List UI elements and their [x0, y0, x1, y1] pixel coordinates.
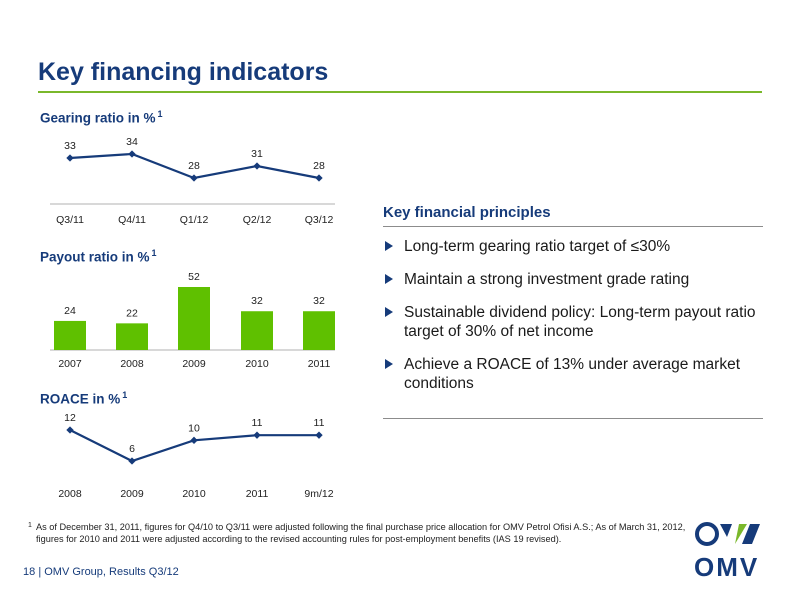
- roace-tick-label: 2010: [182, 488, 206, 500]
- roace-data-point: [66, 426, 74, 434]
- gearing-chart-title-text: Gearing ratio in %: [40, 110, 156, 126]
- payout-bar: [54, 320, 86, 350]
- gearing-tick-label: Q2/12: [243, 214, 272, 226]
- payout-chart-title-text: Payout ratio in %: [40, 249, 150, 265]
- gearing-tick-label: Q1/12: [180, 214, 209, 226]
- gearing-data-point: [66, 154, 74, 162]
- bullet-arrow-icon: [385, 274, 393, 284]
- roace-chart-title-text: ROACE in %: [40, 391, 121, 407]
- footnote-text: As of December 31, 2011, figures for Q4/…: [36, 522, 686, 544]
- payout-data-label: 52: [188, 271, 200, 283]
- principle-item: Sustainable dividend policy: Long-term p…: [383, 303, 763, 341]
- page-number: 18: [23, 566, 36, 578]
- principle-item: Maintain a strong investment grade ratin…: [383, 270, 763, 289]
- principle-text: Achieve a ROACE of 13% under average mar…: [404, 356, 741, 392]
- roace-tick-label: 2011: [246, 488, 269, 500]
- roace-tick-label: 9m/12: [304, 488, 333, 500]
- footnote: 1 As of December 31, 2011, figures for Q…: [28, 521, 686, 545]
- principle-text: Long-term gearing ratio target of ≤30%: [404, 238, 671, 255]
- gearing-data-point: [128, 150, 136, 158]
- gearing-footnote-marker: 1: [157, 109, 163, 119]
- roace-data-point: [315, 431, 323, 439]
- title-divider: [38, 91, 762, 93]
- logo-mark: [695, 522, 760, 546]
- payout-ratio-chart: 24 2007 22 2008 52 2009 32 2010 32 2011: [50, 271, 335, 370]
- roace-chart-title: ROACE in % 1: [40, 390, 127, 407]
- principle-item: Long-term gearing ratio target of ≤30%: [383, 237, 763, 256]
- roace-data-point: [190, 436, 198, 445]
- roace-data-label: 10: [188, 422, 200, 434]
- payout-data-label: 32: [251, 295, 263, 307]
- payout-bar: [178, 287, 210, 350]
- roace-series-line: [69, 429, 319, 463]
- roace-data-point: [253, 431, 261, 439]
- footer: 18 | OMV Group, Results Q3/12: [23, 566, 179, 578]
- gearing-data-label: 28: [313, 160, 325, 172]
- roace-data-label: 12: [64, 412, 76, 424]
- roace-tick-label: 2009: [120, 488, 144, 500]
- omv-logo-icon: OMV: [694, 522, 760, 582]
- gearing-tick-label: Q4/11: [118, 214, 146, 226]
- gearing-data-label: 28: [188, 160, 200, 172]
- payout-data-label: 24: [64, 305, 76, 317]
- principles-bottom-divider: [383, 418, 763, 419]
- principles-title: Key financial principles: [383, 204, 551, 221]
- gearing-tick-label: Q3/12: [305, 214, 334, 226]
- gearing-ratio-chart: 33 Q3/11 34 Q4/11 28 Q1/12 31 Q2/12 28 Q3/12: [50, 136, 335, 226]
- payout-bar: [116, 323, 148, 350]
- gearing-data-label: 34: [126, 136, 138, 148]
- payout-tick-label: 2010: [245, 358, 269, 370]
- payout-bar: [303, 311, 335, 350]
- payout-footnote-marker: 1: [151, 248, 157, 258]
- roace-data-point: [128, 457, 136, 465]
- gearing-data-point: [315, 174, 323, 182]
- bullet-arrow-icon: [385, 359, 393, 369]
- footnote-marker: 1: [28, 522, 32, 529]
- payout-tick-label: 2009: [182, 358, 206, 370]
- payout-chart-title: Payout ratio in % 1: [40, 248, 157, 265]
- page-title: Key financing indicators: [38, 58, 329, 86]
- payout-data-label: 32: [313, 295, 325, 307]
- principles-top-divider: [383, 226, 763, 227]
- principles-list: Long-term gearing ratio target of ≤30% M…: [383, 237, 763, 407]
- payout-tick-label: 2011: [308, 358, 331, 370]
- logo-text: OMV: [694, 552, 759, 582]
- roace-tick-label: 2008: [58, 488, 82, 500]
- gearing-data-point: [190, 174, 198, 182]
- principle-text: Sustainable dividend policy: Long-term p…: [404, 304, 756, 340]
- payout-data-label: 22: [126, 307, 138, 319]
- gearing-tick-label: Q3/11: [56, 214, 84, 226]
- payout-bar: [241, 311, 273, 350]
- bullet-arrow-icon: [385, 307, 393, 317]
- footer-text: OMV Group, Results Q3/12: [44, 566, 179, 578]
- roace-data-label: 11: [252, 417, 263, 429]
- payout-tick-label: 2008: [120, 358, 144, 370]
- roace-footnote-marker: 1: [122, 390, 128, 400]
- roace-data-label: 6: [129, 443, 135, 455]
- gearing-data-point: [253, 162, 261, 170]
- roace-data-label: 11: [314, 417, 325, 429]
- payout-tick-label: 2007: [58, 358, 82, 370]
- gearing-data-label: 31: [251, 148, 263, 160]
- roace-chart: 12 2008 6 2009 10 2010 11 2011 11 9m/12: [58, 412, 333, 500]
- gearing-chart-title: Gearing ratio in % 1: [40, 109, 163, 126]
- gearing-data-label: 33: [64, 140, 76, 152]
- bullet-arrow-icon: [385, 241, 393, 251]
- footer-separator: |: [38, 566, 42, 578]
- principle-text: Maintain a strong investment grade ratin…: [404, 271, 690, 288]
- principle-item: Achieve a ROACE of 13% under average mar…: [383, 355, 763, 393]
